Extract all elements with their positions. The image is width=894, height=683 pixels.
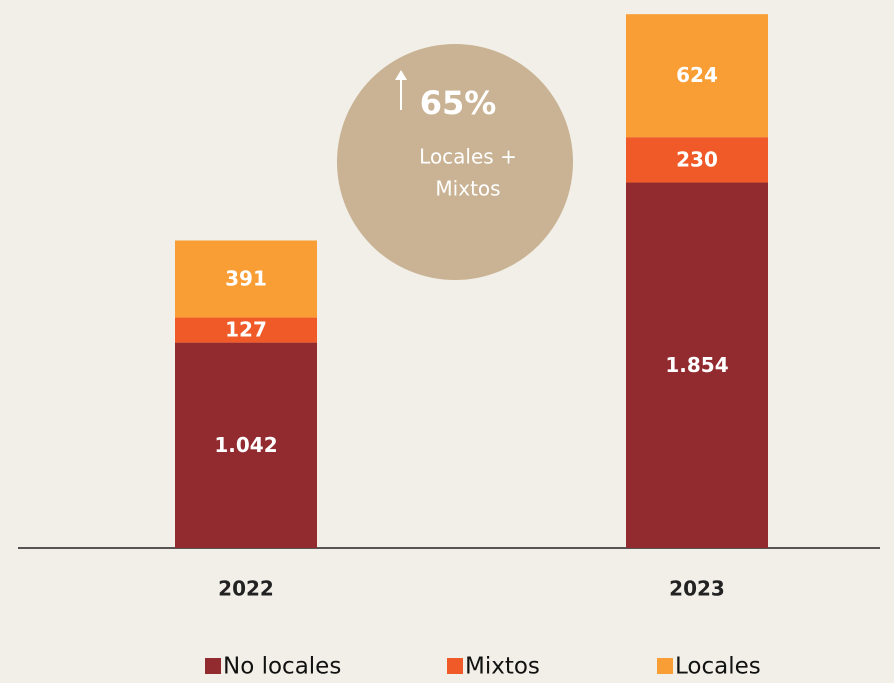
data-label: 230 [676, 147, 718, 171]
annotation-bubble [337, 44, 573, 280]
bar-segment [175, 317, 317, 343]
data-label: 391 [225, 267, 267, 291]
legend-label: No locales [223, 654, 341, 680]
legend-swatch [447, 658, 463, 674]
bar-segment [626, 182, 768, 548]
data-label: 127 [225, 318, 267, 342]
x-tick-label: 2023 [669, 577, 725, 601]
legend-label: Locales [675, 654, 761, 680]
bar-segment [175, 342, 317, 548]
bar-segment [175, 240, 317, 318]
data-label: 1.854 [665, 353, 728, 377]
annotation-value: 65% [420, 84, 497, 122]
legend-swatch [205, 658, 221, 674]
data-label: 1.042 [214, 433, 277, 457]
data-label: 624 [676, 63, 718, 87]
legend-label: Mixtos [465, 654, 540, 680]
bar-segment [626, 137, 768, 183]
legend-swatch [657, 658, 673, 674]
bar-segment [626, 14, 768, 138]
annotation-text: Mixtos [435, 177, 500, 201]
arrow-head [395, 70, 407, 80]
annotation-text: Locales + [419, 145, 517, 169]
x-tick-label: 2022 [218, 577, 274, 601]
